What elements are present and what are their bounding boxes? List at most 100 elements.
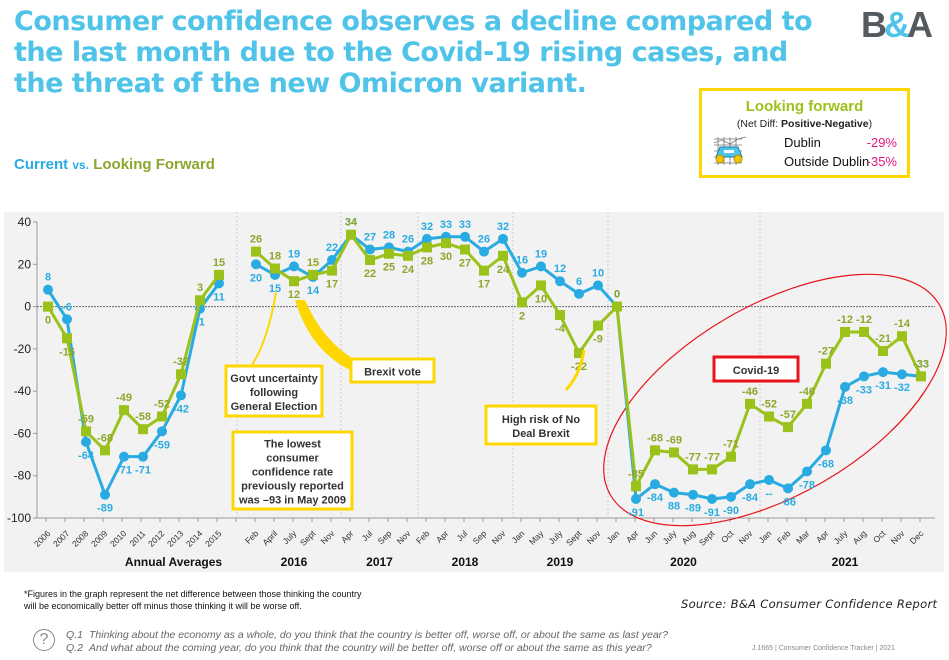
x-tick-label: Nov — [395, 528, 413, 546]
current-point — [100, 489, 110, 500]
current-data-label: 15 — [269, 283, 281, 295]
current-point — [821, 445, 831, 456]
forward-data-label: -49 — [116, 392, 132, 404]
nodeal-callout-text: Deal Brexit — [512, 428, 570, 440]
x-tick-label: Apr — [434, 528, 451, 545]
nodeal-callout-box — [484, 404, 598, 446]
current-point — [764, 474, 774, 485]
brexit-callout-box — [349, 357, 436, 384]
govt-callout-text: Govt uncertainty — [230, 373, 318, 385]
question-2-number: Q.2 — [66, 642, 83, 654]
forward-point — [43, 301, 53, 312]
forward-data-label: -59 — [78, 413, 94, 425]
page-title: Consumer confidence observes a decline c… — [14, 6, 813, 99]
current-data-label: 11 — [213, 291, 225, 303]
forward-point — [650, 445, 660, 456]
current-data-label: -91 — [704, 507, 720, 519]
x-group-label: 2017 — [366, 555, 393, 569]
forward-data-label: -57 — [780, 409, 796, 421]
current-series-line — [46, 282, 221, 497]
govt-callout-box — [224, 364, 324, 418]
x-tick-label: 2011 — [127, 528, 147, 548]
current-data-label: 14 — [307, 285, 320, 297]
current-data-label: 8 — [45, 272, 51, 284]
x-tick-label: Nov — [737, 528, 755, 546]
current-point — [859, 371, 869, 382]
x-tick-label: April — [260, 528, 279, 547]
current-data-label: -31 — [875, 380, 891, 392]
current-point — [726, 491, 736, 502]
y-tick-label: -60 — [14, 426, 32, 440]
nodeal-arrow — [564, 349, 586, 392]
current-point — [650, 479, 660, 490]
x-tick-label: Feb — [243, 528, 261, 546]
forward-point — [764, 411, 774, 422]
forward-data-label: -15 — [59, 346, 75, 358]
looking-forward-box: Looking forward (Net Diff: Positive-Nega… — [699, 88, 910, 178]
lowest-callout-box — [231, 430, 354, 511]
current-point — [214, 278, 224, 289]
current-data-label: 28 — [383, 229, 395, 241]
logo-a: A — [907, 4, 933, 45]
current-data-label: 19 — [535, 248, 547, 260]
current-data-label: 0 — [614, 289, 620, 301]
x-tick-label: Jan — [510, 528, 527, 545]
x-tick-label: Apr — [814, 528, 831, 545]
current-point — [119, 451, 129, 462]
current-data-label: -71 — [135, 465, 151, 477]
x-tick-label: 2007 — [51, 528, 72, 549]
y-tick-label: 40 — [18, 215, 32, 229]
forward-data-label: -21 — [875, 333, 891, 345]
forward-data-label: 0 — [45, 315, 51, 327]
source-text: Source: B&A Consumer Confidence Report — [681, 597, 938, 611]
forward-data-label: 2 — [519, 310, 525, 322]
forward-data-label: 15 — [307, 257, 319, 269]
x-group-label: 2020 — [670, 555, 697, 569]
car-chart-icon — [713, 136, 747, 165]
current-point — [251, 259, 261, 270]
forward-point — [81, 426, 91, 437]
question-1-number: Q.1 — [66, 629, 83, 641]
x-tick-label: Nov — [585, 528, 603, 546]
x-tick-label: July — [281, 528, 299, 546]
x-tick-label: July — [661, 528, 679, 546]
x-group-label: 2016 — [281, 555, 308, 569]
dublin-value: -29% — [866, 135, 897, 150]
govt-callout-text: following — [250, 387, 298, 399]
current-data-label: -42 — [173, 403, 189, 415]
current-data-label: 32 — [497, 221, 509, 233]
forward-data-label: 12 — [288, 289, 300, 301]
x-tick-label: Aug — [851, 528, 869, 546]
x-tick-label: 2006 — [32, 528, 53, 549]
covid-callout-box — [712, 355, 800, 383]
lowest-callout-text: The lowest — [264, 439, 321, 451]
forward-data-label: -14 — [894, 318, 911, 330]
forward-data-label: 26 — [250, 234, 262, 246]
current-point — [593, 280, 603, 291]
current-data-label: 26 — [478, 234, 490, 246]
y-tick-label: -40 — [14, 384, 32, 398]
x-tick-label: Sept — [564, 528, 584, 548]
current-data-label: -68 — [818, 458, 834, 470]
y-tick-label: -100 — [7, 511, 31, 525]
net-diff-prefix: (Net Diff: — [736, 118, 782, 130]
forward-data-label: 34 — [345, 217, 358, 229]
forward-data-label: -52 — [761, 399, 777, 411]
current-data-label: 26 — [402, 234, 414, 246]
forward-point — [138, 424, 148, 435]
forward-point — [498, 250, 508, 261]
question-1-text: Thinking about the economy as a whole, d… — [89, 629, 668, 641]
forward-point — [308, 269, 318, 280]
forward-data-label: -33 — [913, 358, 929, 370]
x-tick-label: Sept — [697, 528, 717, 548]
forward-data-label: 24 — [497, 264, 510, 276]
forward-point — [574, 348, 584, 359]
question-2-text: And what about the coming year, do you t… — [89, 642, 652, 654]
current-point — [688, 489, 698, 500]
forward-point — [214, 269, 224, 280]
current-data-label: 33 — [459, 219, 471, 231]
net-diff-bold: Positive-Negative — [781, 118, 869, 130]
current-point — [81, 436, 91, 447]
current-data-label: -6 — [62, 301, 72, 313]
